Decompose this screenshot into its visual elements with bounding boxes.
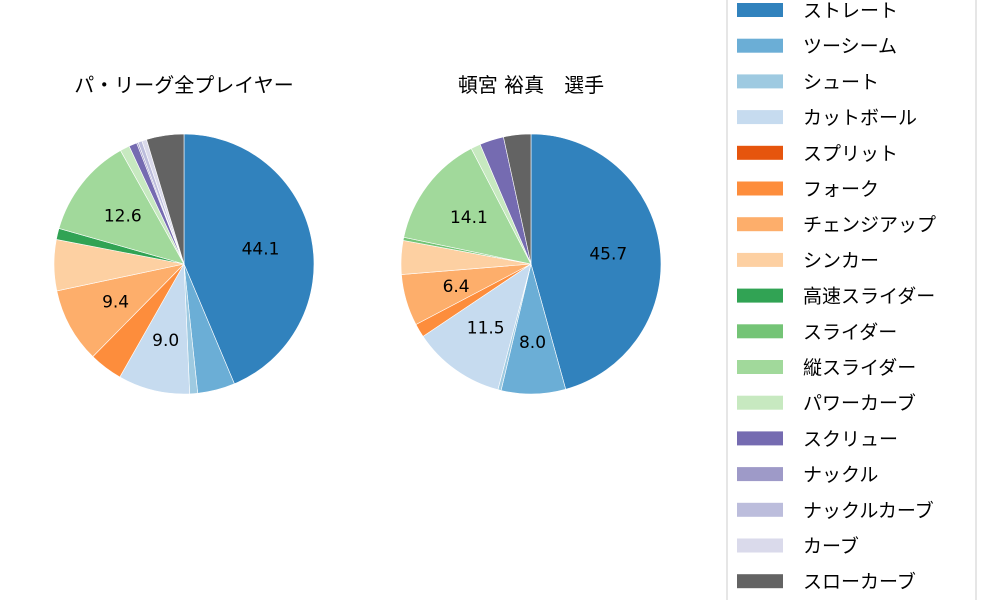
pie-2-label-1: 45.7 — [589, 245, 627, 265]
legend-item-2: ツーシーム — [737, 36, 897, 58]
pie-1-slice-17 — [146, 133, 185, 265]
pie-1-label-11: 12.6 — [104, 207, 142, 227]
legend-swatch-4 — [737, 110, 783, 125]
pie-2-label-11: 14.1 — [450, 208, 488, 228]
legend-label-8: シンカー — [803, 250, 879, 272]
legend-item-15: ナックルカーブ — [737, 499, 934, 522]
pie-1-slice-1 — [183, 133, 315, 385]
legend-label-15: ナックルカーブ — [803, 499, 934, 522]
pie-2-slice-17 — [503, 133, 532, 265]
legend-item-11: 縦スライダー — [737, 357, 916, 379]
pie-1-title: パ・リーグ全プレイヤー — [74, 73, 293, 97]
legend-swatch-13 — [737, 431, 783, 446]
legend-label-9: 高速スライダー — [803, 286, 935, 308]
legend-item-13: スクリュー — [737, 428, 898, 450]
legend-item-7: チェンジアップ — [737, 214, 936, 236]
pie-1-label-1: 44.1 — [242, 240, 280, 260]
legend-label-13: スクリュー — [803, 428, 898, 450]
legend-label-12: パワーカーブ — [803, 392, 916, 415]
legend-item-1: ストレート — [737, 0, 898, 22]
pie-1-label-7: 9.4 — [102, 292, 129, 312]
legend-swatch-15 — [737, 502, 783, 517]
legend-swatch-9 — [737, 288, 783, 303]
legend-label-14: ナックル — [803, 464, 878, 486]
legend-swatch-1 — [737, 3, 783, 17]
legend-label-3: シュート — [803, 71, 879, 93]
legend-item-17: スローカーブ — [737, 570, 916, 593]
legend-swatch-6 — [737, 181, 783, 196]
legend-item-14: ナックル — [737, 464, 878, 486]
pie-1: 44.1 9.0 9.4 12.6 パ・リーグ全プレイヤー — [53, 73, 315, 395]
legend-label-17: スローカーブ — [803, 570, 916, 593]
legend-item-6: フォーク — [737, 179, 879, 201]
legend-swatch-17 — [737, 574, 783, 589]
legend-label-16: カーブ — [803, 535, 859, 558]
legend-swatch-11 — [737, 360, 783, 374]
pie-2-label-4: 11.5 — [467, 319, 505, 339]
legend-item-9: 高速スライダー — [737, 286, 935, 308]
legend-item-10: スライダー — [737, 321, 897, 343]
legend-item-5: スプリット — [737, 143, 898, 165]
pie-1-slice-7 — [56, 263, 185, 358]
legend-label-6: フォーク — [803, 179, 879, 201]
pie-1-slice-11 — [58, 150, 185, 265]
legend-label-1: ストレート — [803, 0, 898, 22]
pie-2-slice-1 — [530, 133, 662, 390]
legend-swatch-16 — [737, 538, 783, 553]
legend-label-2: ツーシーム — [803, 36, 897, 58]
legend-swatch-7 — [737, 217, 783, 232]
legend-item-16: カーブ — [737, 535, 859, 558]
legend-item-8: シンカー — [737, 250, 879, 272]
legend: ストレートツーシームシュートカットボールスプリットフォークチェンジアップシンカー… — [726, 0, 977, 600]
legend-label-5: スプリット — [803, 143, 898, 165]
legend-label-10: スライダー — [803, 321, 897, 343]
pie-2-label-2: 8.0 — [519, 333, 546, 353]
pie-charts: 44.1 9.0 9.4 12.6 パ・リーグ全プレイヤー 45.7 8.0 11.5 6.4 1… — [53, 73, 662, 395]
legend-frame — [726, 0, 977, 600]
pie-1-label-4: 9.0 — [152, 331, 179, 351]
legend-item-12: パワーカーブ — [737, 392, 916, 415]
legend-label-11: 縦スライダー — [803, 357, 916, 379]
legend-swatch-8 — [737, 252, 783, 267]
legend-item-4: カットボール — [737, 107, 917, 129]
pie-2-slice-4 — [422, 263, 532, 391]
legend-item-3: シュート — [737, 71, 879, 93]
pie-2-label-7: 6.4 — [443, 277, 470, 297]
legend-swatch-12 — [737, 395, 783, 410]
legend-swatch-2 — [737, 38, 783, 53]
pie-2-slice-11 — [403, 148, 532, 265]
pie-2-title: 頓宮 裕真 選手 — [458, 73, 604, 97]
legend-label-7: チェンジアップ — [803, 214, 936, 236]
legend-swatch-14 — [737, 467, 783, 482]
legend-swatch-10 — [737, 324, 783, 339]
pie-2: 45.7 8.0 11.5 6.4 14.1 頓宮 裕真 選手 — [400, 73, 662, 395]
legend-label-4: カットボール — [803, 107, 917, 129]
legend-swatch-3 — [737, 74, 783, 89]
legend-swatch-5 — [737, 145, 783, 160]
